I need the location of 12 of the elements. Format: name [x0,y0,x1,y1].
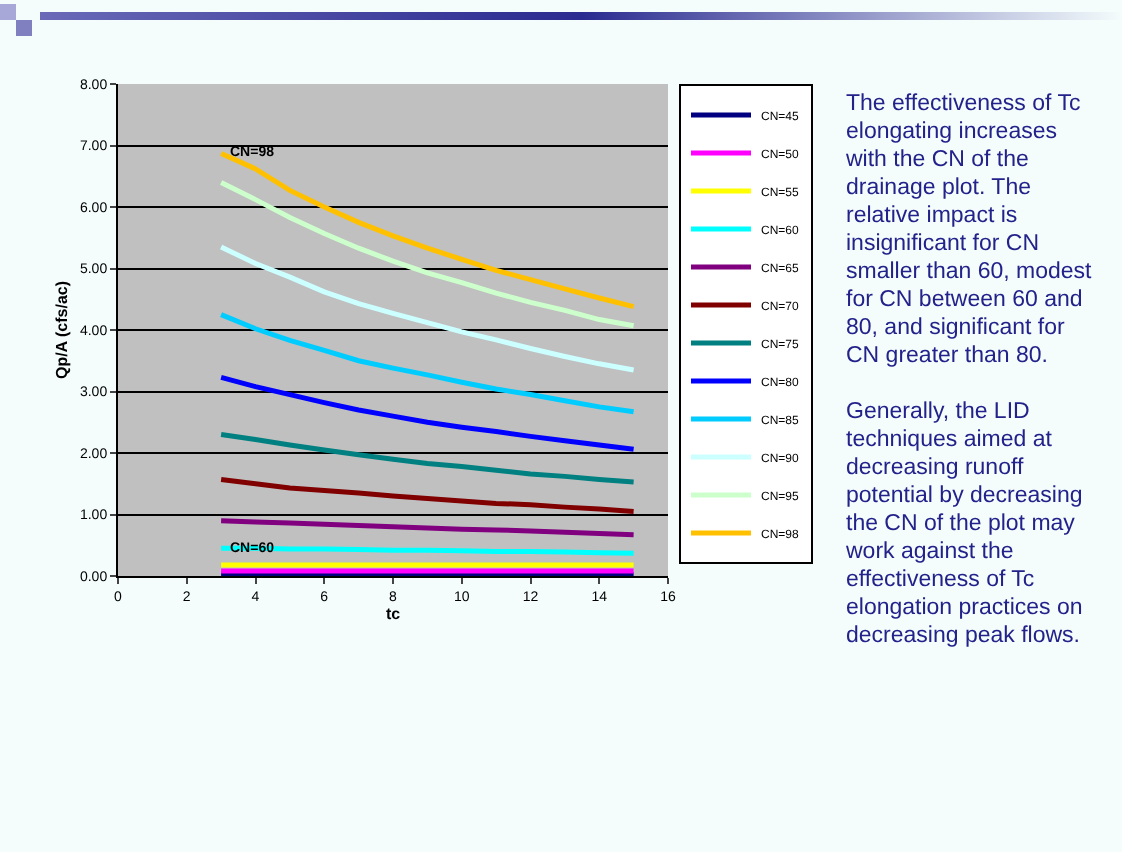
line-series [218,244,637,373]
line-series [218,374,637,452]
line-series [218,476,637,514]
line-series [218,432,637,485]
line-series [218,518,637,538]
text: Generally, the LID techniques aimed at decreasing runoff potential by decreasing the CN of the plot may work against the effectiveness of Tc elongation practices on decreasing peak flows. [846,400,1083,648]
x-axis-title: tc [385,604,402,623]
line-series [218,312,637,415]
line-series [218,151,637,310]
line-series [218,179,637,329]
text: The effectiveness of Tc elongating increases with the CN of the drainage plot. The relative impact is insignificant for CN smaller than 60, modest for CN between 60 and 80, and significant for CN greater than 80. [846,92,1092,368]
y-axis-title: Qp/A (cfs/ac) [53,280,72,380]
